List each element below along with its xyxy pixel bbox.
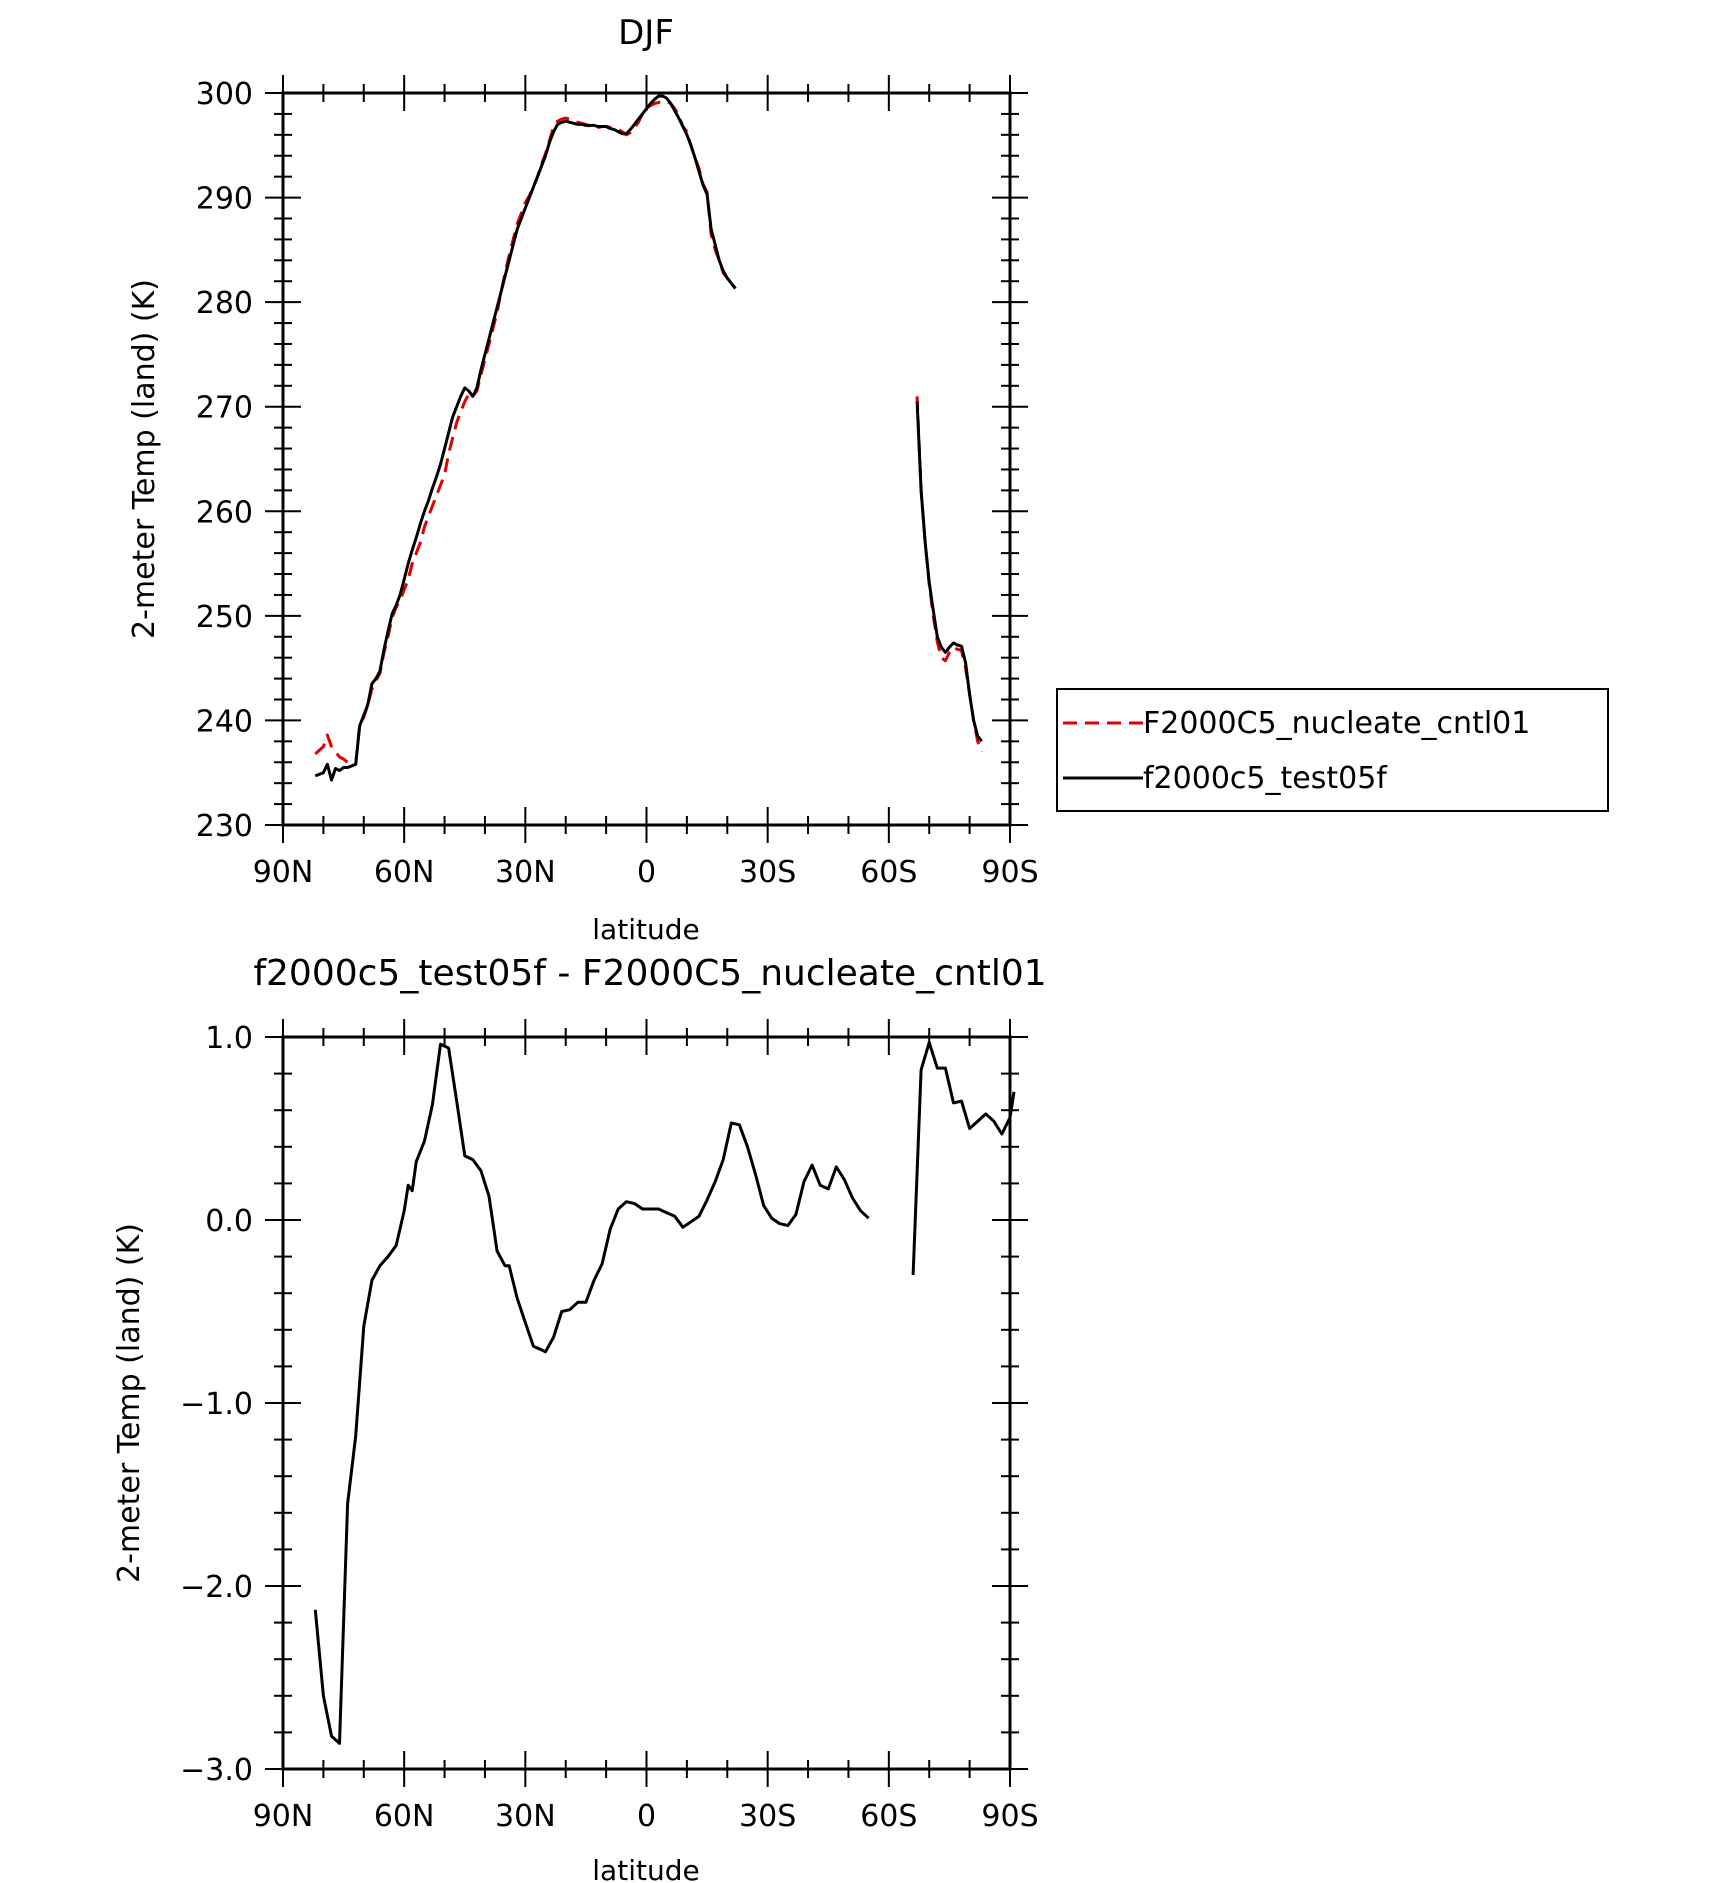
legend: F2000C5_nucleate_cntl01 f2000c5_test05f xyxy=(1056,688,1609,812)
y-tick-label: 290 xyxy=(196,182,253,217)
x-tick-label: 60S xyxy=(860,1799,917,1834)
y-tick-label: −2.0 xyxy=(180,1570,253,1605)
y-tick-label: 300 xyxy=(196,77,253,112)
y-tick-label: −3.0 xyxy=(180,1753,253,1788)
x-tick-label: 30S xyxy=(739,1799,796,1834)
legend-label-test: f2000c5_test05f xyxy=(1143,761,1388,796)
x-tick-label: 90S xyxy=(981,1799,1038,1834)
legend-label-cntl: F2000C5_nucleate_cntl01 xyxy=(1143,706,1530,741)
plot-frame xyxy=(281,91,1012,827)
series-lines xyxy=(313,1041,1016,1745)
y-tick-label: 250 xyxy=(196,600,253,635)
plot-frame xyxy=(281,1035,1012,1771)
x-tick-label: 90N xyxy=(253,1799,314,1834)
series-line-f2000c5-nucleate-cntl01 xyxy=(314,99,737,766)
x-axis-label: latitude xyxy=(592,1854,699,1883)
tick-labels: 90N 60N 30N 0 30S 60S 90S −3.0 −2.0 −1.0 0.0 1.0 xyxy=(180,1021,1038,1834)
x-tick-label: 0 xyxy=(637,1799,656,1834)
series-lines xyxy=(314,94,984,782)
x-tick-label: 60N xyxy=(374,855,435,890)
y-tick-label: 0.0 xyxy=(205,1204,253,1239)
series-line-f2000c5-test05f xyxy=(314,94,737,782)
x-tick-label: 90S xyxy=(981,855,1038,890)
y-tick-label: 240 xyxy=(196,704,253,739)
panel-title: f2000c5_test05f - F2000C5_nucleate_cntl0… xyxy=(253,953,1046,994)
tick-labels: 90N 60N 30N 0 30S 60S 90S 230 240 250 260 270 280 290… xyxy=(196,77,1039,890)
x-tick-label: 90N xyxy=(253,855,314,890)
panel-title: DJF xyxy=(618,13,674,53)
x-tick-label: 30N xyxy=(495,1799,556,1834)
x-tick-label: 30S xyxy=(739,855,796,890)
series-line-difference xyxy=(911,1041,1016,1275)
y-tick-label: 280 xyxy=(196,286,253,321)
y-tick-label: 230 xyxy=(196,809,253,844)
y-tick-label: −1.0 xyxy=(180,1387,253,1422)
x-tick-label: 60S xyxy=(860,855,917,890)
axis-ticks xyxy=(265,1019,1028,1787)
x-tick-label: 60N xyxy=(374,1799,435,1834)
series-line-difference xyxy=(313,1042,870,1745)
y-axis-label: 2-meter Temp (land) (K) xyxy=(112,1223,147,1583)
series-line-f2000c5-nucleate-cntl01 xyxy=(915,396,984,753)
y-tick-label: 1.0 xyxy=(205,1021,253,1056)
x-axis-label: latitude xyxy=(592,913,699,946)
y-axis-label: 2-meter Temp (land) (K) xyxy=(127,279,162,639)
y-tick-label: 270 xyxy=(196,391,253,426)
axis-ticks xyxy=(265,75,1028,843)
x-tick-label: 0 xyxy=(637,855,656,890)
difference-panel: f2000c5_test05f - F2000C5_nucleate_cntl0… xyxy=(112,953,1047,1883)
legend-box xyxy=(1056,688,1609,812)
series-line-f2000c5-test05f xyxy=(915,401,983,743)
x-tick-label: 30N xyxy=(495,855,556,890)
temperature-panel: DJF 90N 60N 30N 0 30S 60S 90S 230 240 250 260 270 28… xyxy=(127,13,1609,946)
y-tick-label: 260 xyxy=(196,495,253,530)
